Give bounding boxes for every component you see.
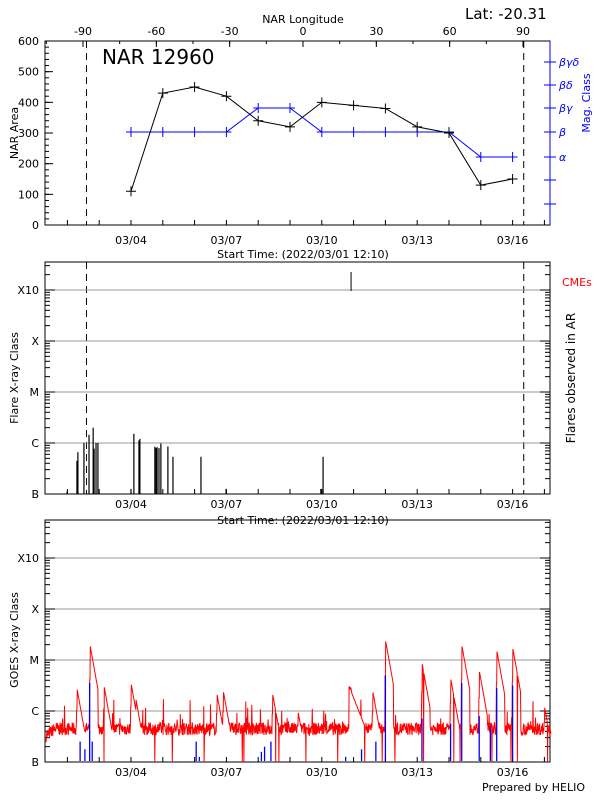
longitude-tick-label: -90 <box>74 25 92 38</box>
y-tick-label: 500 <box>18 66 39 79</box>
nar-area-point <box>348 100 359 111</box>
goes-panel-x-tick-label: 03/04 <box>115 766 147 779</box>
y-tick-label: 400 <box>18 96 39 109</box>
mag-class-point <box>189 127 200 137</box>
mag-class-tick-label: α <box>559 151 567 164</box>
latitude-label: Lat: -20.31 <box>465 5 547 23</box>
goes-long-channel-line <box>45 641 552 763</box>
panel3-ylabel: GOES X-ray Class <box>8 592 21 688</box>
goes-panel-class-label: C <box>31 705 39 718</box>
flare-panel-class-label: X <box>31 335 39 348</box>
mag-class-point <box>507 152 518 162</box>
nar-area-point <box>285 121 295 132</box>
mag-class-label: Mag. Class <box>580 73 593 132</box>
goes-panel-class-label: B <box>31 756 39 769</box>
flare-panel-x-tick-label: 03/16 <box>497 498 529 511</box>
y-tick-label: 0 <box>32 219 39 232</box>
nar-area-point <box>253 115 264 126</box>
mag-class-tick-label: βδ <box>558 79 573 92</box>
y-tick-label: 300 <box>18 127 39 140</box>
panel2-right-ylabel: Flares observed in AR <box>564 313 578 443</box>
x-tick-label: 03/07 <box>211 234 243 247</box>
longitude-tick-label: -30 <box>221 25 239 38</box>
panel1-xlabel: Start Time: (2022/03/01 12:10) <box>217 248 389 261</box>
flare-panel-class-label: C <box>31 437 39 450</box>
mag-class-point <box>157 127 168 137</box>
nar-area-point <box>157 88 168 99</box>
y-tick-label: 600 <box>18 35 39 48</box>
nar-area-point <box>380 103 391 114</box>
panel1-ylabel: NAR Area <box>8 107 21 159</box>
panel2-ylabel: Flare X-ray Class <box>8 332 21 424</box>
longitude-tick-label: -60 <box>147 25 165 38</box>
goes-panel-x-tick-label: 03/13 <box>401 766 433 779</box>
mag-class-tick-label: βγδ <box>558 56 580 69</box>
goes-panel-x-tick-label: 03/16 <box>497 766 529 779</box>
goes-panel-x-tick-label: 03/07 <box>211 766 243 779</box>
mag-class-point <box>380 127 391 137</box>
flare-panel-class-label: X10 <box>17 284 39 297</box>
nar-area-point <box>507 174 518 184</box>
y-tick-label: 200 <box>18 158 39 171</box>
mag-class-point <box>221 127 232 137</box>
longitude-tick-label: 60 <box>443 25 457 38</box>
nar-area-point <box>316 97 327 108</box>
mag-class-point <box>126 127 136 137</box>
goes-panel-x-tick-label: 03/10 <box>306 766 338 779</box>
mag-class-tick-label: βγ <box>558 102 573 115</box>
nar-area-point <box>221 91 232 102</box>
nar-area-point <box>412 121 423 132</box>
nar-area-point <box>475 180 486 191</box>
goes-panel-class-label: X10 <box>17 552 39 565</box>
y-tick-label: 100 <box>18 188 39 201</box>
mag-class-tick-label: β <box>558 126 566 139</box>
flare-panel-frame <box>44 261 551 495</box>
goes-panel-class-label: X <box>31 603 39 616</box>
flare-panel-x-tick-label: 03/10 <box>306 498 338 511</box>
x-tick-label: 03/10 <box>306 234 338 247</box>
credit-label: Prepared by HELIO <box>482 781 585 794</box>
flare-panel-x-tick-label: 03/07 <box>211 498 243 511</box>
flare-panel-x-tick-label: 03/04 <box>115 498 147 511</box>
longitude-tick-label: 90 <box>516 25 530 38</box>
nar-area-point <box>126 186 136 197</box>
mag-class-point <box>285 103 295 113</box>
mag-class-point <box>348 127 359 137</box>
mag-class-point <box>475 152 486 162</box>
cme-label: CMEs <box>562 276 592 289</box>
longitude-tick-label: 30 <box>369 25 383 38</box>
x-tick-label: 03/04 <box>115 234 147 247</box>
flare-panel-class-label: B <box>31 488 39 501</box>
flare-panel-class-label: M <box>30 386 40 399</box>
nar-title: NAR 12960 <box>102 45 215 69</box>
x-tick-label: 03/16 <box>497 234 529 247</box>
x-tick-label: 03/13 <box>401 234 433 247</box>
nar-area-point <box>189 82 200 92</box>
flare-panel-x-tick-label: 03/13 <box>401 498 433 511</box>
nar-area-point <box>444 128 454 138</box>
mag-class-point <box>253 103 264 113</box>
goes-panel-frame <box>44 519 551 763</box>
longitude-axis-title: NAR Longitude <box>262 13 344 26</box>
goes-panel-class-label: M <box>30 654 40 667</box>
mag-class-point <box>316 127 327 137</box>
longitude-tick-label: 0 <box>300 25 307 38</box>
